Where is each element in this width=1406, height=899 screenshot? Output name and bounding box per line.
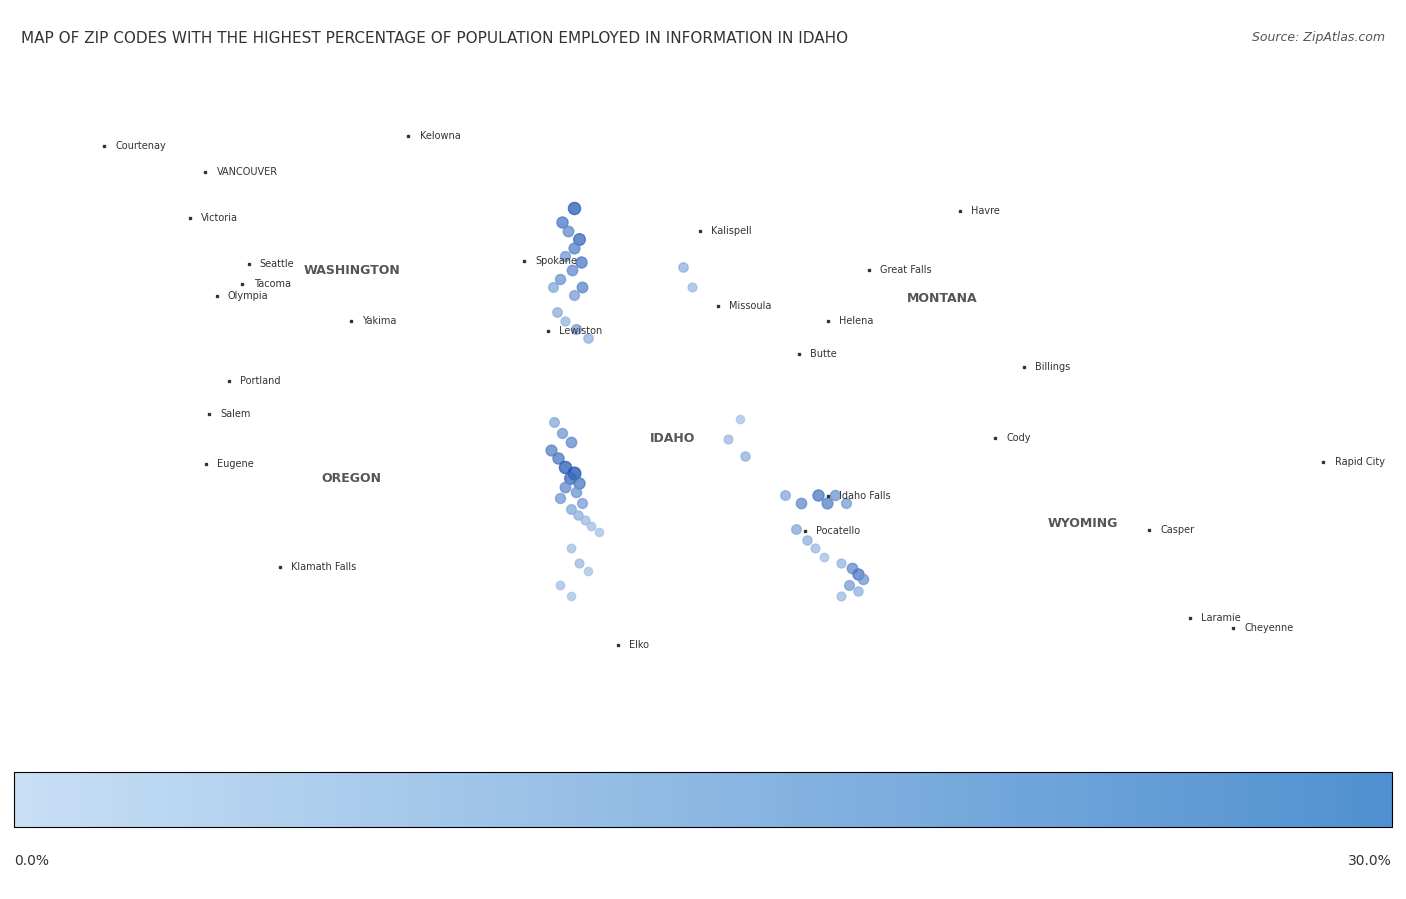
Text: Klamath Falls: Klamath Falls (291, 562, 356, 572)
Text: 0.0%: 0.0% (14, 854, 49, 868)
Text: Kalispell: Kalispell (711, 226, 751, 236)
Text: MONTANA: MONTANA (907, 291, 977, 305)
Text: Cody: Cody (1007, 432, 1031, 442)
Text: MAP OF ZIP CODES WITH THE HIGHEST PERCENTAGE OF POPULATION EMPLOYED IN INFORMATI: MAP OF ZIP CODES WITH THE HIGHEST PERCEN… (21, 31, 848, 47)
Text: Portland: Portland (240, 377, 281, 387)
Text: Laramie: Laramie (1201, 613, 1241, 623)
Text: Tacoma: Tacoma (253, 280, 291, 289)
Text: Butte: Butte (810, 350, 837, 360)
Text: Elko: Elko (630, 640, 650, 650)
Text: Kelowna: Kelowna (419, 130, 460, 140)
Text: Lewiston: Lewiston (560, 325, 602, 336)
Text: Yakima: Yakima (363, 316, 396, 325)
Text: Helena: Helena (839, 316, 873, 325)
Text: 30.0%: 30.0% (1348, 854, 1392, 868)
Text: IDAHO: IDAHO (650, 432, 695, 445)
Text: WASHINGTON: WASHINGTON (304, 263, 399, 277)
Text: Rapid City: Rapid City (1334, 458, 1385, 467)
Text: Spokane: Spokane (536, 256, 578, 266)
Text: Cheyenne: Cheyenne (1244, 623, 1294, 633)
Text: Eugene: Eugene (217, 459, 254, 469)
Text: Havre: Havre (972, 206, 1000, 216)
Text: Source: ZipAtlas.com: Source: ZipAtlas.com (1251, 31, 1385, 44)
Text: VANCOUVER: VANCOUVER (217, 166, 277, 177)
Text: Casper: Casper (1160, 526, 1194, 536)
Text: WYOMING: WYOMING (1047, 517, 1118, 530)
Text: Pocatello: Pocatello (815, 526, 860, 536)
Text: Great Falls: Great Falls (880, 265, 932, 275)
Text: Olympia: Olympia (228, 291, 269, 301)
Text: Courtenay: Courtenay (115, 141, 166, 151)
Text: Seattle: Seattle (260, 259, 294, 269)
Text: Victoria: Victoria (201, 213, 239, 223)
Text: OREGON: OREGON (322, 472, 381, 485)
Text: Missoula: Missoula (728, 300, 772, 310)
Text: Idaho Falls: Idaho Falls (839, 491, 891, 501)
Text: Salem: Salem (219, 409, 250, 419)
Text: Billings: Billings (1035, 361, 1070, 372)
